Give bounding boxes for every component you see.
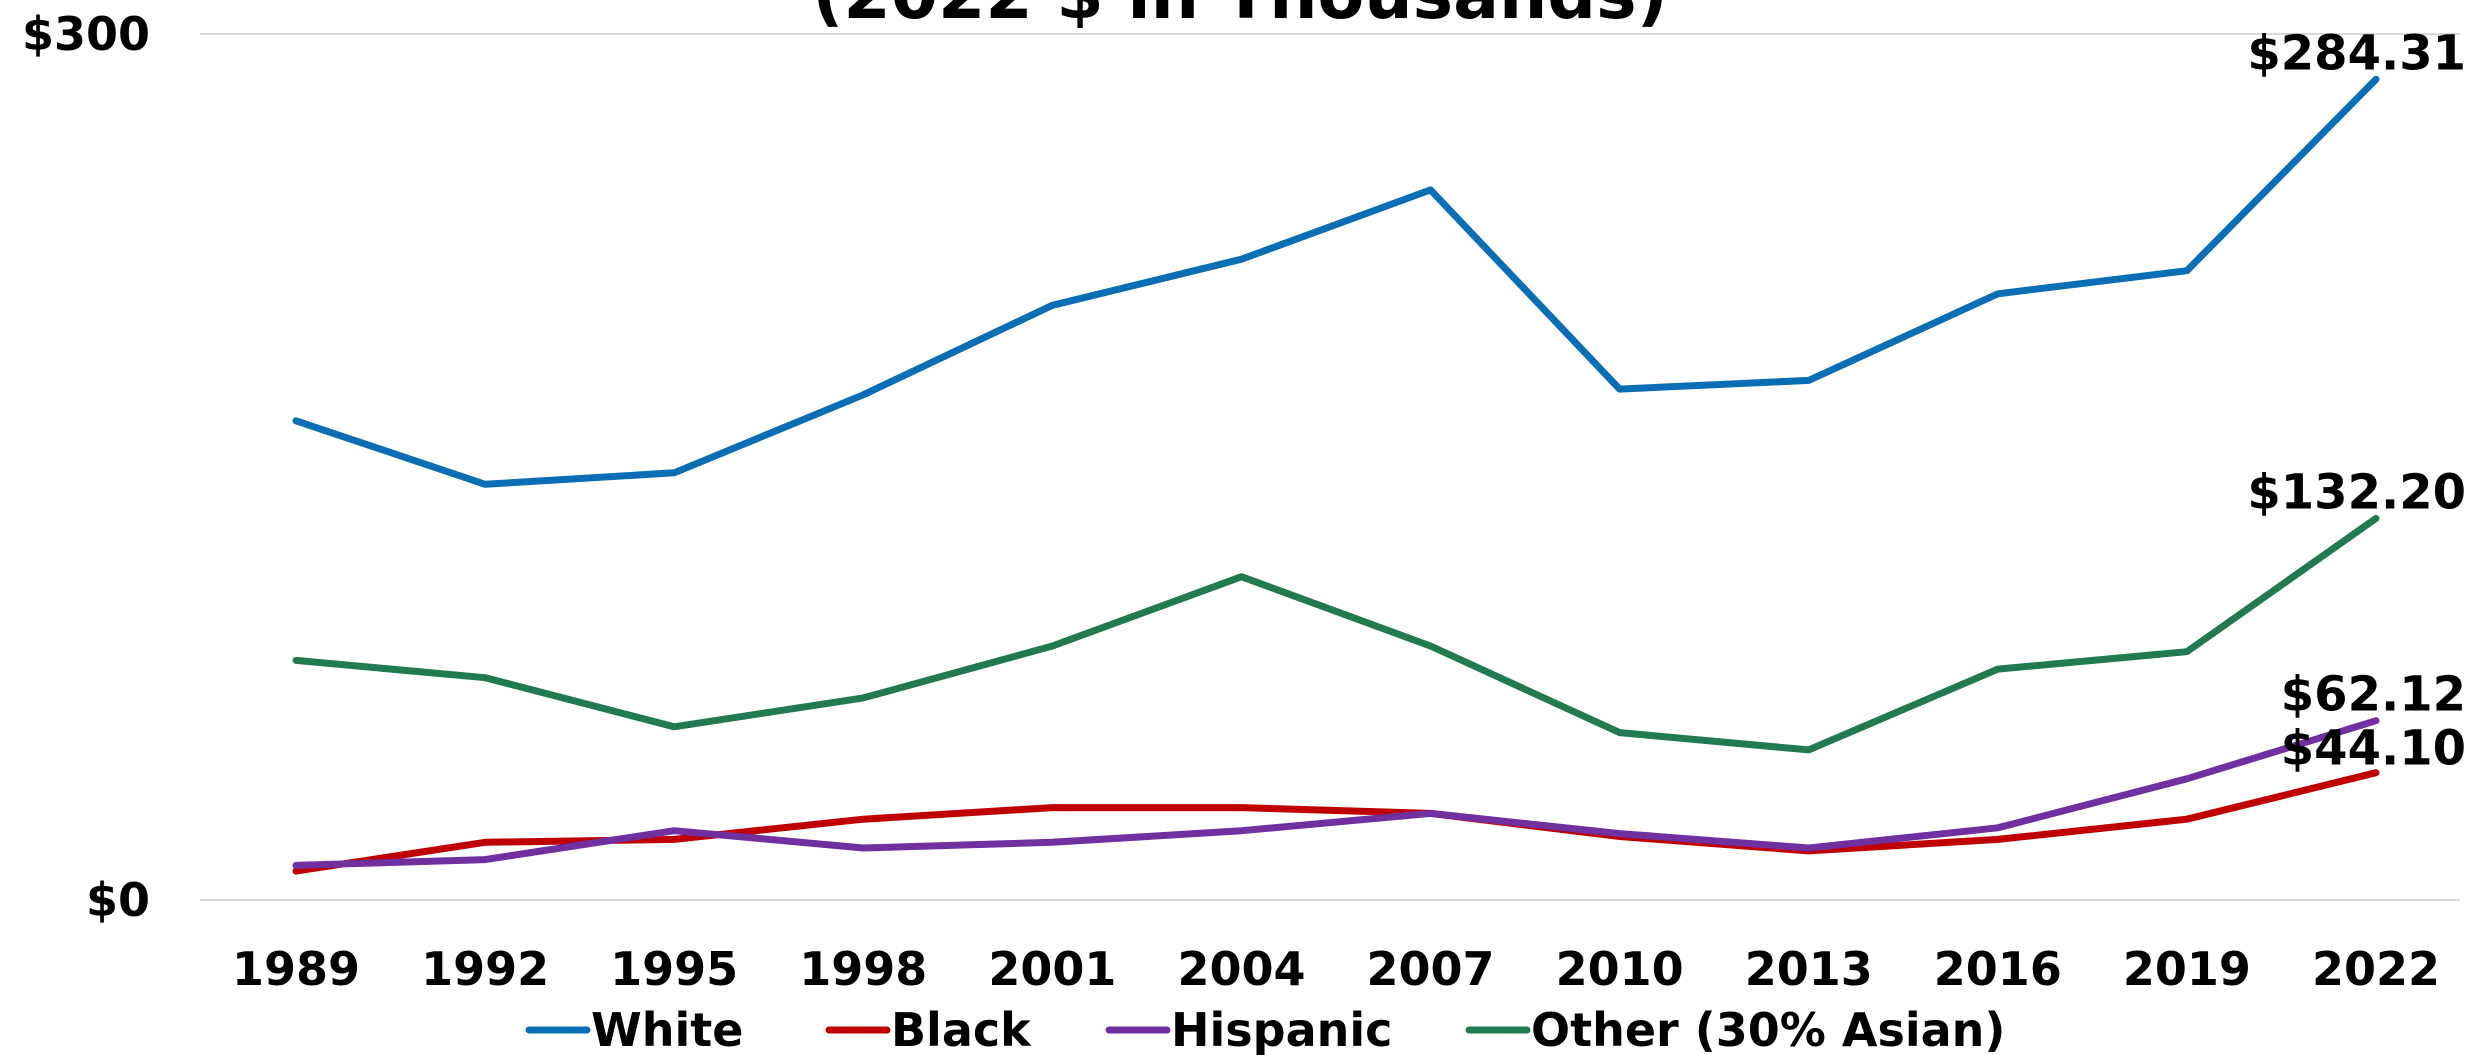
end-data-label: $44.10 bbox=[2281, 721, 2466, 777]
x-tick-label: 1992 bbox=[421, 942, 549, 996]
x-tick-label: 1995 bbox=[610, 942, 738, 996]
series-line-black bbox=[292, 769, 2380, 875]
x-tick-label: 2001 bbox=[988, 942, 1116, 996]
x-tick-label: 2010 bbox=[1556, 942, 1684, 996]
y-tick-label: $0 bbox=[86, 873, 150, 927]
series-lines bbox=[292, 75, 2380, 875]
x-tick-label: 1998 bbox=[799, 942, 927, 996]
series-line-other-30-asian bbox=[292, 514, 2380, 754]
x-tick-label: 2007 bbox=[1367, 942, 1495, 996]
y-tick-label: $300 bbox=[22, 7, 150, 61]
end-data-label: $62.12 bbox=[2281, 667, 2466, 723]
x-tick-label: 2004 bbox=[1177, 942, 1305, 996]
legend: White Black Hispanic Other (30% Asian) bbox=[525, 1003, 2005, 1055]
x-tick-label: 2013 bbox=[1745, 942, 1873, 996]
y-axis: $300 $0 bbox=[22, 7, 150, 927]
x-tick-label: 2022 bbox=[2312, 942, 2440, 996]
x-axis: 1989 1992 1995 1998 2001 2004 2007 2010 2013 2016… bbox=[232, 942, 2440, 996]
x-tick-label: 2019 bbox=[2123, 942, 2251, 996]
x-tick-label: 1989 bbox=[232, 942, 360, 996]
legend-label: Other (30% Asian) bbox=[1531, 1003, 2005, 1055]
series-line-hispanic bbox=[292, 717, 2380, 869]
legend-label: Black bbox=[891, 1003, 1032, 1055]
end-data-label: $132.20 bbox=[2247, 464, 2466, 520]
chart-title: (2022 $ in Thousands) bbox=[812, 0, 1667, 35]
end-data-label: $284.31 bbox=[2247, 25, 2466, 81]
legend-label: Hispanic bbox=[1171, 1003, 1392, 1055]
end-labels: $284.31 $132.20 $62.12$44.10 bbox=[2247, 25, 2466, 776]
legend-label: White bbox=[591, 1003, 743, 1055]
series-line-white bbox=[292, 75, 2380, 488]
x-tick-label: 2016 bbox=[1934, 942, 2062, 996]
